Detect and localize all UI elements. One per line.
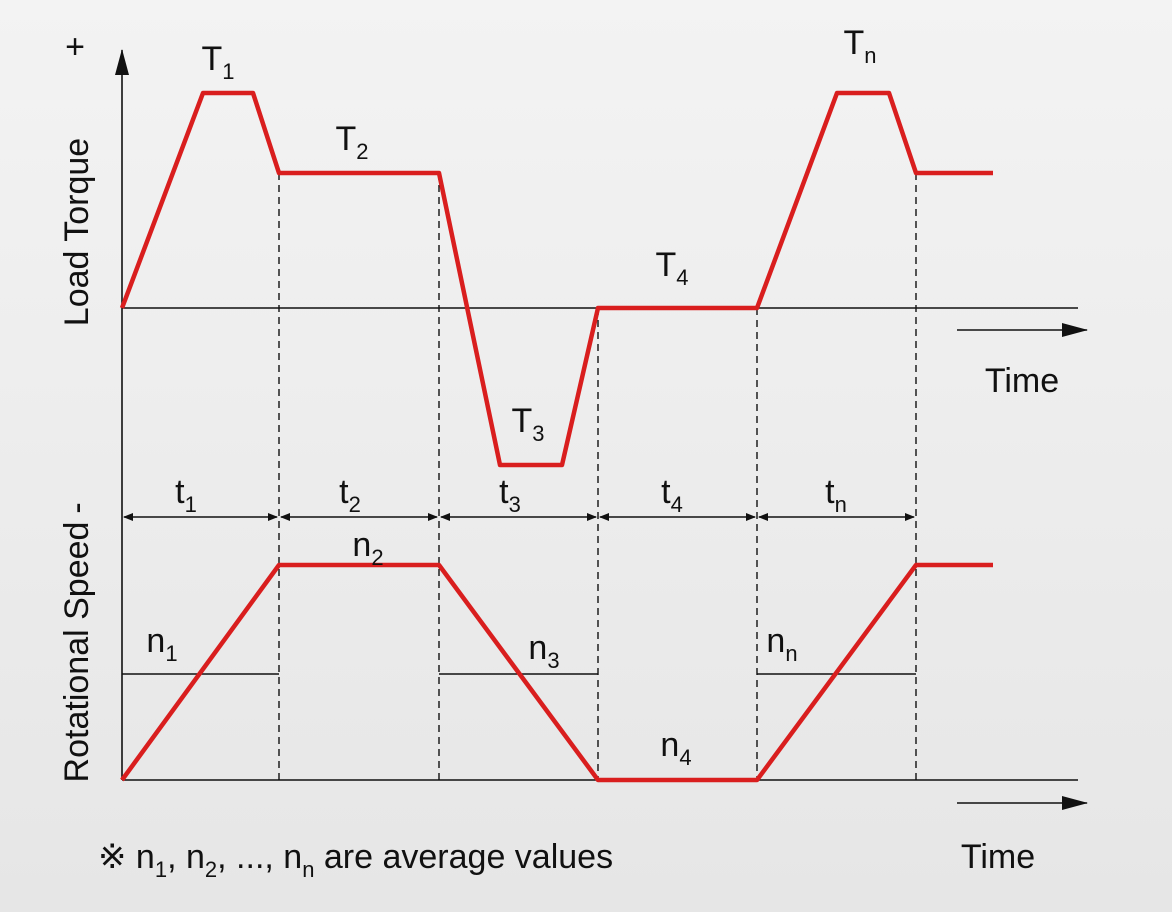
label-sub: 4 bbox=[671, 492, 683, 517]
interval-label: tn bbox=[825, 473, 847, 517]
interval-label: t2 bbox=[339, 473, 361, 517]
footnote-text: ※ n bbox=[98, 838, 155, 876]
torque-label: T3 bbox=[511, 402, 544, 446]
label-base: t bbox=[825, 473, 835, 511]
interval-label: t3 bbox=[499, 473, 521, 517]
footnote-text: , n bbox=[167, 838, 205, 876]
label-base: n bbox=[146, 622, 165, 660]
torque-axis-label: Load Torque bbox=[58, 138, 96, 326]
time-label: Time bbox=[961, 838, 1035, 876]
speed-label: n2 bbox=[352, 526, 383, 570]
label-base: T bbox=[201, 40, 222, 78]
footnote-text: are average values bbox=[314, 838, 613, 876]
label-sub: 4 bbox=[676, 265, 688, 290]
torque-label: Tn bbox=[843, 24, 876, 68]
footnote-text: , ..., n bbox=[217, 838, 302, 876]
label-sub: 4 bbox=[679, 745, 691, 770]
label-base: t bbox=[339, 473, 349, 511]
label-sub: n bbox=[785, 641, 797, 666]
speed-label: n4 bbox=[660, 726, 691, 770]
label-base: T bbox=[511, 402, 532, 440]
label-sub: 2 bbox=[356, 139, 368, 164]
label-sub: 3 bbox=[532, 421, 544, 446]
label-sub: 3 bbox=[547, 648, 559, 673]
speed-label: n3 bbox=[528, 629, 559, 673]
label-base: n bbox=[352, 526, 371, 564]
label-sub: 1 bbox=[185, 492, 197, 517]
dividers bbox=[278, 173, 917, 780]
footnote-sub: n bbox=[302, 857, 314, 882]
axes bbox=[115, 49, 1088, 810]
label-sub: 1 bbox=[222, 59, 234, 84]
label-sub: 3 bbox=[509, 492, 521, 517]
speed-curve bbox=[120, 562, 993, 783]
label-base: T bbox=[335, 120, 356, 158]
torque-label: T2 bbox=[335, 120, 368, 164]
torque-label: T1 bbox=[201, 40, 234, 84]
footnote-sub: 1 bbox=[155, 857, 167, 882]
label-base: n bbox=[660, 726, 679, 764]
label-sub: n bbox=[835, 492, 847, 517]
speed-sign: - bbox=[58, 502, 96, 513]
label-sub: 2 bbox=[371, 545, 383, 570]
label-base: T bbox=[655, 246, 676, 284]
speed-label: n1 bbox=[146, 622, 177, 666]
label-base: t bbox=[175, 473, 185, 511]
footnote-sub: 2 bbox=[205, 857, 217, 882]
footnote: ※ n1, n2, ..., nn are average values bbox=[98, 838, 613, 882]
speed-axis-label: Rotational Speed bbox=[58, 522, 96, 783]
label-base: n bbox=[528, 629, 547, 667]
time-label: Time bbox=[985, 362, 1059, 400]
label-base: t bbox=[661, 473, 671, 511]
label-sub: 1 bbox=[165, 641, 177, 666]
torque-label: T4 bbox=[655, 246, 688, 290]
label-base: T bbox=[843, 24, 864, 62]
interval-label: t1 bbox=[175, 473, 197, 517]
torque-sign: + bbox=[65, 28, 85, 66]
label-base: n bbox=[766, 622, 785, 660]
speed-label: nn bbox=[766, 622, 797, 666]
label-sub: n bbox=[864, 43, 876, 68]
label-sub: 2 bbox=[349, 492, 361, 517]
torque-curve bbox=[119, 90, 993, 468]
label-base: t bbox=[499, 473, 509, 511]
interval-label: t4 bbox=[661, 473, 683, 517]
